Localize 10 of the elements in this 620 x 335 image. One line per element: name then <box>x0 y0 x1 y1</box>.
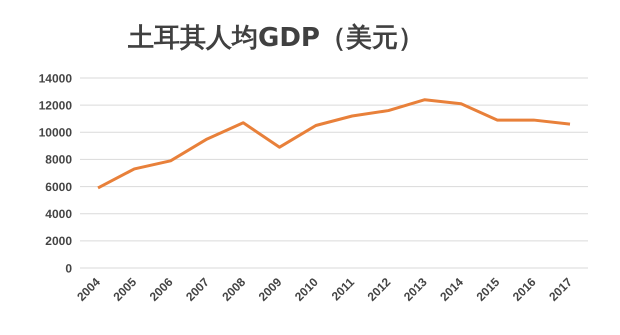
y-tick-label: 6000 <box>45 180 72 194</box>
y-tick-label: 10000 <box>38 126 72 140</box>
y-tick-label: 12000 <box>38 98 72 112</box>
y-tick-label: 4000 <box>45 206 72 221</box>
chart-title: 土耳其人均GDP（美元） <box>128 22 424 55</box>
y-tick-label: 0 <box>65 261 72 276</box>
y-tick-label: 8000 <box>45 152 72 167</box>
y-tick-label: 2000 <box>45 234 72 248</box>
y-tick-label: 14000 <box>38 71 72 86</box>
line-series <box>96 98 572 190</box>
